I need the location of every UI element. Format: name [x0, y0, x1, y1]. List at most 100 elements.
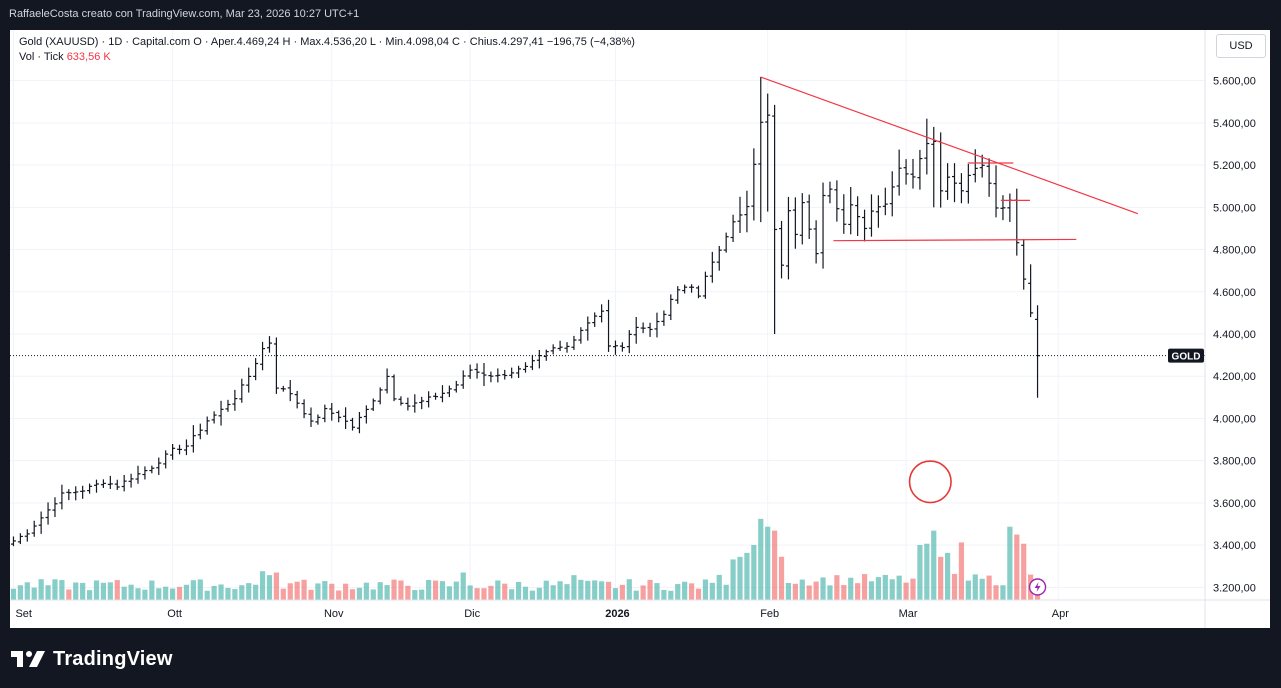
volume-bar — [682, 581, 688, 600]
ohlc-bar — [17, 533, 23, 545]
ohlc-bar — [170, 444, 176, 460]
ohlc-bar — [266, 336, 272, 353]
ohlc-bar — [280, 385, 286, 392]
ohlc-bar — [405, 397, 411, 411]
volume-bar — [190, 580, 196, 600]
ohlc-bar — [121, 474, 127, 492]
ohlc-bar — [10, 536, 16, 547]
volume-bar — [301, 579, 307, 600]
volume-bar — [958, 542, 965, 600]
volume-bar — [204, 590, 210, 600]
volume-bar — [633, 590, 639, 600]
volume-bar — [329, 583, 335, 600]
volume-bar — [259, 571, 266, 600]
volume-bar — [564, 584, 570, 600]
ohlc-bar — [924, 118, 930, 175]
volume-bar — [73, 582, 79, 600]
horizontal-level — [833, 238, 1077, 242]
volume-bars — [10, 518, 1041, 600]
header-bar: RaffaeleCosta creato con TradingView.com… — [0, 0, 1281, 30]
volume-bar — [993, 585, 999, 600]
ohlc-bar — [100, 479, 106, 488]
ohlc-bar — [59, 484, 65, 510]
legend-symbol-line[interactable]: Gold (XAUUSD) · 1D · Capital.com O · Ape… — [19, 36, 635, 48]
volume-bar — [86, 590, 93, 600]
ohlc-bar — [377, 387, 383, 405]
volume-bar — [654, 583, 660, 600]
ohlc-bar — [273, 337, 279, 394]
ohlc-bar — [1028, 264, 1034, 318]
volume-highlight-circle — [908, 460, 952, 504]
ohlc-bar — [350, 417, 356, 431]
y-tick-label: 4.600,00 — [1213, 287, 1256, 299]
ohlc-bar — [301, 399, 307, 419]
volume-bar — [391, 579, 397, 600]
volume-bar — [986, 575, 992, 600]
ohlc-bar — [66, 489, 72, 501]
ohlc-bar — [910, 158, 916, 189]
volume-bar — [460, 572, 466, 600]
volume-bar — [412, 590, 418, 600]
volume-bar — [170, 588, 176, 600]
ohlc-bar — [882, 187, 888, 216]
volume-bar — [917, 545, 923, 600]
ohlc-bar — [772, 104, 778, 334]
volume-bar — [342, 583, 349, 600]
currency-button[interactable]: USD — [1216, 34, 1266, 58]
volume-bar — [398, 580, 404, 600]
ohlc-bar — [765, 93, 771, 212]
volume-bar — [799, 579, 805, 600]
volume-bar — [785, 582, 792, 600]
x-tick-label: Dic — [464, 608, 480, 620]
volume-bar — [467, 585, 473, 600]
price-chart[interactable]: 3.200,00 3.400,00 3.600,00 3.800,00 4.000,00… — [10, 30, 1270, 628]
ohlc-bar — [294, 390, 300, 409]
ohlc-bar — [336, 410, 342, 423]
ohlc-bar — [183, 439, 189, 456]
ohlc-bar — [419, 396, 425, 410]
volume-bar — [688, 583, 695, 600]
volume-bar — [211, 585, 217, 600]
volume-bar — [502, 583, 508, 600]
x-tick-label: Ott — [167, 608, 182, 620]
volume-bar — [778, 556, 785, 600]
y-tick-label: 5.600,00 — [1213, 76, 1256, 88]
price-tag-box — [1168, 348, 1204, 363]
ohlc-bar — [543, 349, 549, 361]
y-tick-label: 5.000,00 — [1213, 202, 1256, 214]
volume-bar — [156, 588, 162, 600]
volume-bar — [273, 572, 280, 600]
ohlc-bar — [578, 327, 584, 344]
ohlc-bar — [633, 317, 639, 344]
volume-bar — [661, 589, 667, 600]
ohlc-bar — [1014, 188, 1020, 256]
tradingview-logo[interactable]: TradingView — [11, 645, 173, 673]
volume-bar — [612, 588, 619, 600]
volume-bar — [536, 587, 542, 600]
volume-bar — [820, 577, 826, 600]
volume-bar — [142, 589, 148, 600]
volume-bar — [176, 586, 183, 600]
y-tick-label: 4.400,00 — [1213, 329, 1256, 341]
legend-volume-line[interactable]: Vol · Tick 633,56 K — [19, 50, 635, 65]
volume-bar — [938, 556, 944, 600]
ohlc-bar — [308, 407, 314, 427]
ohlc-bar — [135, 465, 141, 484]
y-tick-label: 4.800,00 — [1213, 245, 1256, 257]
ohlc-bar — [668, 294, 674, 321]
volume-bar — [792, 583, 798, 600]
ohlc-bar — [640, 322, 646, 334]
volume-bar — [100, 582, 107, 600]
ohlc-bar — [785, 196, 791, 280]
volume-bar — [1021, 543, 1027, 600]
volume-bar — [432, 580, 439, 600]
volume-bar — [841, 585, 847, 600]
price-tag-label: GOLD — [1172, 352, 1201, 363]
ohlc-bar — [619, 342, 625, 352]
volume-bar — [640, 585, 646, 600]
chart-frame[interactable]: 3.200,00 3.400,00 3.600,00 3.800,00 4.000,00… — [10, 30, 1270, 628]
y-tick-label: 3.400,00 — [1213, 540, 1256, 552]
ohlc-bar — [446, 385, 452, 398]
ohlc-bar — [509, 367, 515, 379]
ohlc-bar — [232, 389, 238, 411]
